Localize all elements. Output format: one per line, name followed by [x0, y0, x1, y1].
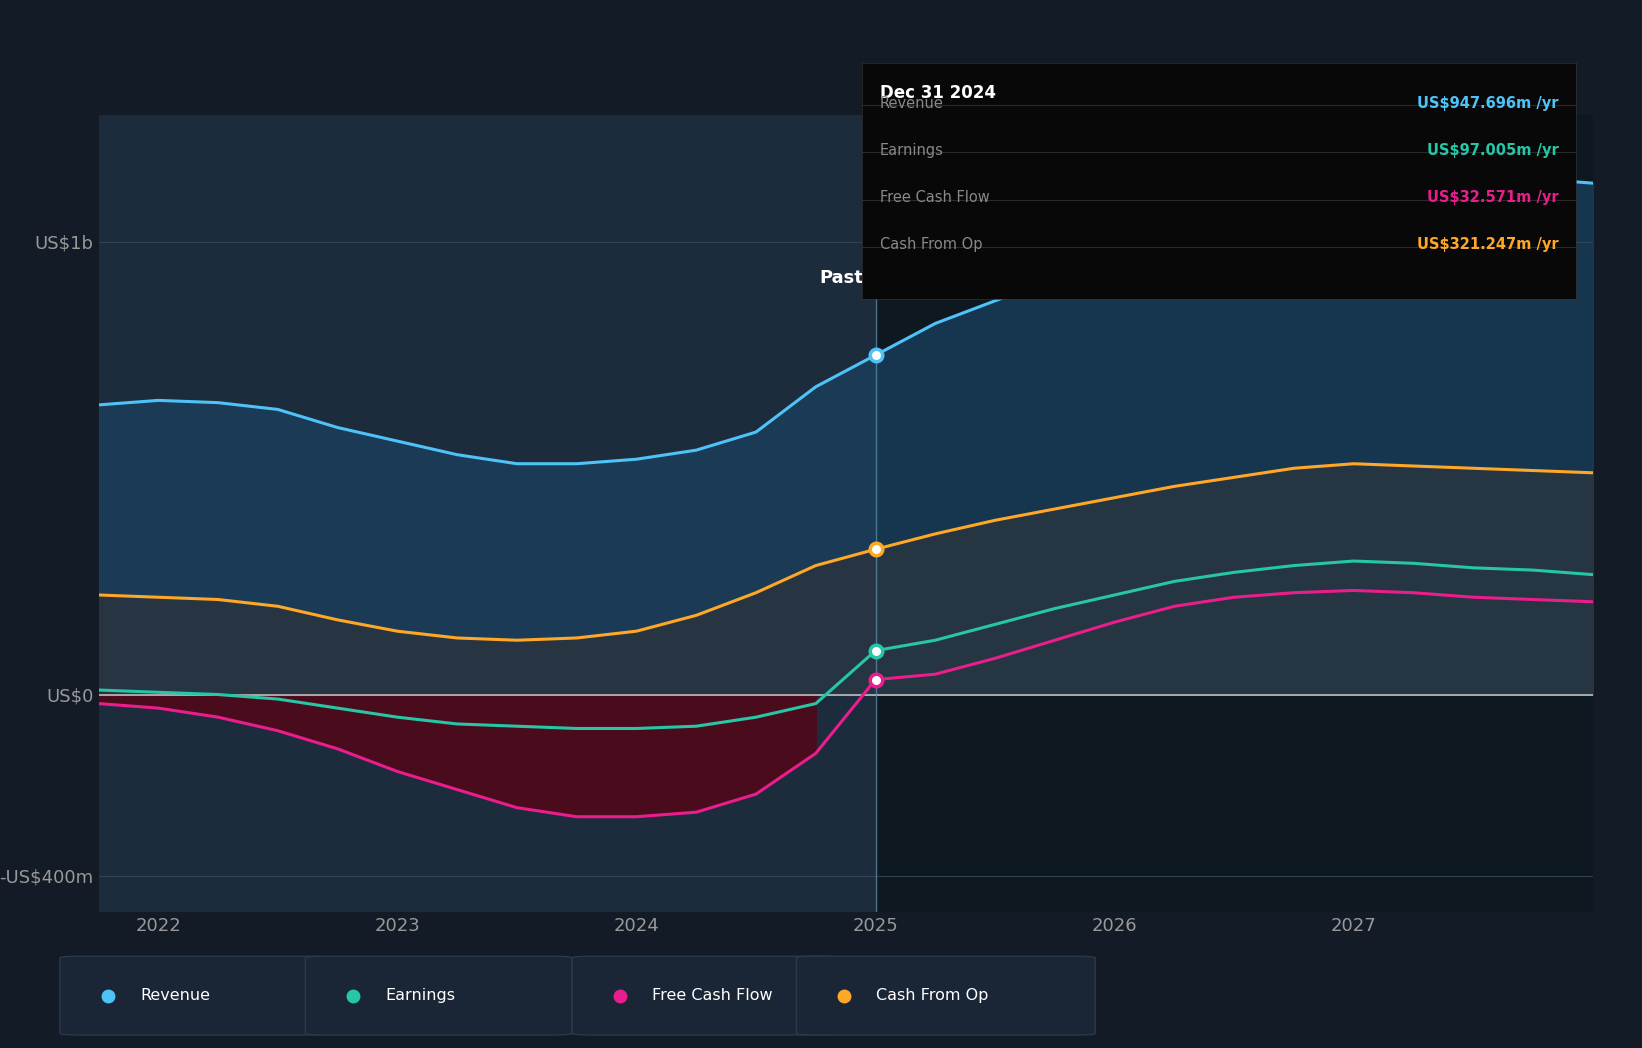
Text: Free Cash Flow: Free Cash Flow [880, 191, 990, 205]
Text: US$321.247m /yr: US$321.247m /yr [1417, 238, 1558, 253]
Text: Free Cash Flow: Free Cash Flow [652, 988, 773, 1003]
Text: Analysts Forecasts: Analysts Forecasts [887, 269, 1056, 287]
Text: Cash From Op: Cash From Op [880, 238, 982, 253]
Bar [875, 115, 1593, 912]
FancyBboxPatch shape [573, 956, 839, 1035]
Text: Cash From Op: Cash From Op [877, 988, 988, 1003]
FancyBboxPatch shape [305, 956, 573, 1035]
Bar [99, 115, 875, 912]
Text: Dec 31 2024: Dec 31 2024 [880, 84, 997, 102]
Text: US$97.005m /yr: US$97.005m /yr [1427, 144, 1558, 158]
FancyBboxPatch shape [61, 956, 327, 1035]
Text: Earnings: Earnings [880, 144, 944, 158]
Text: Earnings: Earnings [386, 988, 455, 1003]
Text: Past: Past [819, 269, 864, 287]
Text: Revenue: Revenue [140, 988, 210, 1003]
Text: US$32.571m /yr: US$32.571m /yr [1427, 191, 1558, 205]
Text: US$947.696m /yr: US$947.696m /yr [1417, 96, 1558, 111]
Text: Revenue: Revenue [880, 96, 944, 111]
FancyBboxPatch shape [796, 956, 1095, 1035]
